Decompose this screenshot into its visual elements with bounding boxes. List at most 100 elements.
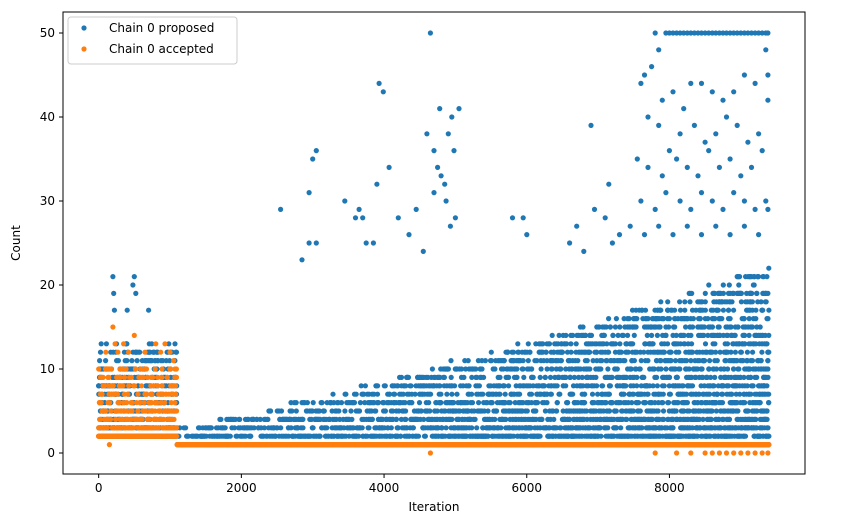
proposed-point bbox=[429, 366, 435, 372]
proposed-point bbox=[676, 349, 682, 355]
proposed-point bbox=[621, 391, 627, 397]
proposed-point bbox=[300, 416, 306, 422]
proposed-point bbox=[763, 299, 769, 305]
proposed-point bbox=[732, 349, 739, 355]
proposed-point bbox=[343, 391, 349, 397]
proposed-point bbox=[517, 391, 523, 397]
proposed-point bbox=[251, 425, 257, 431]
proposed-point bbox=[570, 332, 576, 338]
proposed-point bbox=[564, 341, 570, 347]
proposed-point bbox=[501, 383, 507, 389]
proposed-point bbox=[758, 358, 764, 364]
proposed-point bbox=[481, 374, 487, 380]
proposed-point bbox=[506, 383, 512, 389]
proposed-point bbox=[356, 408, 363, 414]
proposed-point bbox=[568, 341, 574, 347]
proposed-point bbox=[649, 332, 655, 338]
proposed-point bbox=[666, 316, 673, 322]
proposed-point bbox=[656, 47, 662, 53]
proposed-point bbox=[665, 341, 671, 347]
proposed-point bbox=[374, 181, 380, 187]
proposed-point bbox=[623, 383, 629, 389]
proposed-point bbox=[660, 400, 666, 406]
proposed-point bbox=[525, 341, 531, 347]
proposed-point bbox=[566, 416, 573, 422]
proposed-point bbox=[766, 400, 772, 406]
proposed-point bbox=[167, 358, 173, 364]
proposed-point bbox=[544, 366, 550, 372]
proposed-point bbox=[672, 324, 678, 330]
proposed-point bbox=[497, 374, 503, 380]
proposed-point bbox=[465, 358, 471, 364]
proposed-point bbox=[111, 307, 117, 313]
proposed-point bbox=[598, 366, 604, 372]
proposed-point bbox=[502, 391, 508, 397]
proposed-point bbox=[530, 374, 536, 380]
proposed-point bbox=[720, 307, 727, 313]
proposed-point bbox=[605, 425, 611, 431]
proposed-point bbox=[734, 122, 740, 128]
proposed-point bbox=[456, 106, 462, 112]
proposed-point bbox=[352, 215, 359, 221]
proposed-point bbox=[604, 358, 610, 364]
proposed-point bbox=[278, 408, 285, 414]
proposed-point bbox=[698, 190, 705, 196]
proposed-point bbox=[564, 349, 571, 355]
proposed-point bbox=[544, 400, 550, 406]
proposed-point bbox=[353, 391, 359, 397]
proposed-point bbox=[409, 400, 415, 406]
proposed-point bbox=[576, 374, 582, 380]
proposed-point bbox=[289, 408, 295, 414]
proposed-point bbox=[558, 366, 564, 372]
proposed-point bbox=[183, 425, 189, 431]
proposed-point bbox=[594, 349, 600, 355]
proposed-point bbox=[766, 307, 772, 313]
proposed-point bbox=[638, 198, 644, 204]
proposed-point bbox=[757, 324, 763, 330]
proposed-point bbox=[115, 358, 121, 364]
proposed-point bbox=[677, 131, 683, 137]
proposed-point bbox=[452, 383, 458, 389]
proposed-point bbox=[317, 433, 323, 439]
proposed-point bbox=[612, 341, 619, 347]
proposed-point bbox=[434, 408, 440, 414]
proposed-point bbox=[720, 206, 726, 212]
proposed-point bbox=[563, 383, 569, 389]
proposed-point bbox=[306, 190, 312, 196]
proposed-point bbox=[469, 425, 475, 431]
proposed-point bbox=[654, 332, 661, 338]
proposed-point bbox=[278, 425, 284, 431]
proposed-point bbox=[568, 349, 574, 355]
proposed-point bbox=[288, 425, 294, 431]
proposed-point bbox=[654, 374, 660, 380]
proposed-point bbox=[559, 349, 565, 355]
proposed-point bbox=[715, 307, 721, 313]
proposed-point bbox=[357, 400, 363, 406]
proposed-point bbox=[702, 299, 708, 305]
proposed-point bbox=[606, 408, 613, 414]
proposed-point bbox=[677, 198, 683, 204]
proposed-point bbox=[382, 383, 388, 389]
proposed-point bbox=[612, 324, 619, 330]
proposed-point bbox=[129, 358, 135, 364]
proposed-point bbox=[447, 223, 453, 229]
proposed-point bbox=[416, 400, 423, 406]
proposed-point bbox=[672, 307, 678, 313]
proposed-point bbox=[534, 358, 540, 364]
proposed-point bbox=[606, 391, 613, 397]
proposed-point bbox=[674, 156, 680, 162]
proposed-point bbox=[451, 148, 457, 154]
proposed-point bbox=[736, 282, 742, 288]
proposed-point bbox=[310, 425, 316, 431]
proposed-point bbox=[753, 416, 759, 422]
proposed-point bbox=[729, 299, 735, 305]
proposed-point bbox=[437, 106, 443, 112]
proposed-point bbox=[342, 408, 348, 414]
proposed-point bbox=[551, 416, 557, 422]
proposed-point bbox=[441, 374, 447, 380]
proposed-point bbox=[655, 408, 661, 414]
proposed-point bbox=[702, 290, 708, 296]
proposed-point bbox=[723, 114, 730, 120]
proposed-point bbox=[583, 408, 590, 414]
proposed-point bbox=[726, 416, 733, 422]
